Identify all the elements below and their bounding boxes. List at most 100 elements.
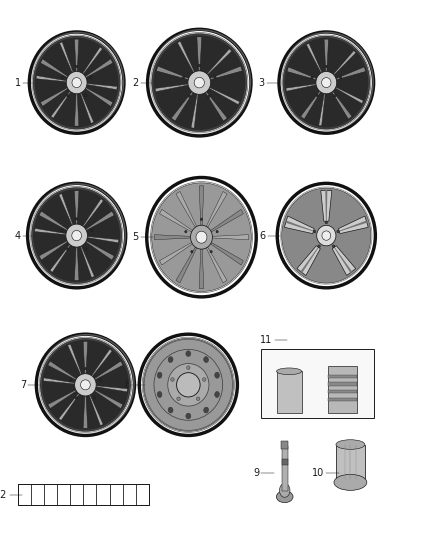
Text: 12: 12	[0, 490, 7, 499]
Polygon shape	[74, 39, 79, 71]
Bar	[70, 484, 83, 505]
Polygon shape	[332, 51, 356, 77]
Ellipse shape	[283, 36, 370, 129]
Polygon shape	[306, 43, 323, 75]
Ellipse shape	[90, 76, 92, 79]
Polygon shape	[81, 47, 102, 76]
Ellipse shape	[191, 225, 212, 249]
FancyBboxPatch shape	[336, 445, 365, 479]
Bar	[96, 484, 110, 505]
Ellipse shape	[188, 71, 211, 94]
Ellipse shape	[210, 251, 212, 253]
Bar	[18, 484, 31, 505]
Polygon shape	[86, 211, 114, 230]
Polygon shape	[90, 349, 112, 378]
Bar	[282, 459, 288, 465]
Ellipse shape	[313, 230, 316, 233]
Polygon shape	[206, 247, 227, 283]
Polygon shape	[48, 361, 76, 380]
Polygon shape	[36, 76, 68, 82]
Ellipse shape	[76, 66, 78, 68]
Polygon shape	[332, 91, 352, 119]
Ellipse shape	[334, 94, 336, 97]
Ellipse shape	[183, 76, 185, 78]
Ellipse shape	[85, 248, 87, 250]
Bar	[261, 349, 374, 418]
Polygon shape	[300, 247, 318, 273]
Polygon shape	[85, 83, 117, 90]
Ellipse shape	[321, 78, 331, 87]
Ellipse shape	[93, 397, 96, 399]
Bar	[31, 484, 44, 505]
Polygon shape	[205, 92, 227, 121]
Polygon shape	[88, 393, 103, 425]
Polygon shape	[325, 190, 327, 221]
Polygon shape	[319, 91, 325, 126]
Ellipse shape	[40, 338, 131, 431]
Ellipse shape	[171, 378, 174, 381]
Polygon shape	[155, 235, 191, 240]
Bar	[83, 484, 96, 505]
Text: 8: 8	[124, 380, 130, 390]
Polygon shape	[171, 92, 193, 121]
Polygon shape	[287, 67, 317, 80]
Bar	[18, 484, 149, 505]
Text: 5: 5	[133, 232, 139, 242]
Ellipse shape	[204, 407, 208, 413]
Ellipse shape	[61, 229, 63, 232]
Polygon shape	[51, 90, 72, 118]
FancyBboxPatch shape	[328, 366, 357, 413]
Ellipse shape	[311, 76, 313, 79]
Ellipse shape	[177, 397, 180, 400]
Ellipse shape	[177, 373, 200, 397]
Polygon shape	[95, 390, 123, 409]
Polygon shape	[81, 199, 103, 229]
Polygon shape	[85, 236, 119, 243]
Ellipse shape	[186, 413, 191, 419]
Polygon shape	[156, 66, 189, 79]
Bar	[328, 390, 357, 393]
Ellipse shape	[75, 218, 78, 220]
Ellipse shape	[204, 357, 208, 362]
Ellipse shape	[214, 76, 216, 78]
Ellipse shape	[81, 380, 90, 390]
Polygon shape	[94, 385, 127, 392]
Ellipse shape	[74, 374, 96, 396]
Polygon shape	[206, 191, 227, 227]
Ellipse shape	[339, 76, 342, 79]
Text: 6: 6	[260, 231, 266, 240]
Polygon shape	[211, 209, 244, 232]
Polygon shape	[68, 344, 82, 377]
Polygon shape	[286, 84, 318, 91]
Polygon shape	[40, 87, 68, 107]
Polygon shape	[176, 247, 197, 283]
Ellipse shape	[282, 188, 371, 283]
Ellipse shape	[168, 407, 173, 413]
Polygon shape	[83, 341, 88, 374]
Polygon shape	[300, 91, 321, 119]
Ellipse shape	[317, 225, 336, 246]
Polygon shape	[212, 235, 248, 240]
Ellipse shape	[157, 391, 162, 398]
Ellipse shape	[157, 372, 162, 378]
Ellipse shape	[216, 230, 218, 233]
Bar	[282, 446, 288, 491]
Polygon shape	[199, 249, 204, 288]
Ellipse shape	[67, 94, 69, 97]
Polygon shape	[191, 92, 198, 128]
Ellipse shape	[66, 224, 88, 247]
Bar	[328, 382, 357, 385]
Polygon shape	[205, 49, 232, 76]
Ellipse shape	[191, 251, 193, 253]
Ellipse shape	[194, 77, 205, 88]
Ellipse shape	[325, 66, 327, 68]
Ellipse shape	[66, 71, 87, 94]
Ellipse shape	[72, 230, 81, 241]
Bar	[44, 484, 57, 505]
Polygon shape	[297, 246, 320, 276]
Text: 2: 2	[133, 78, 139, 87]
Polygon shape	[176, 191, 197, 227]
Polygon shape	[80, 91, 94, 123]
Polygon shape	[332, 246, 356, 276]
Polygon shape	[74, 247, 79, 280]
